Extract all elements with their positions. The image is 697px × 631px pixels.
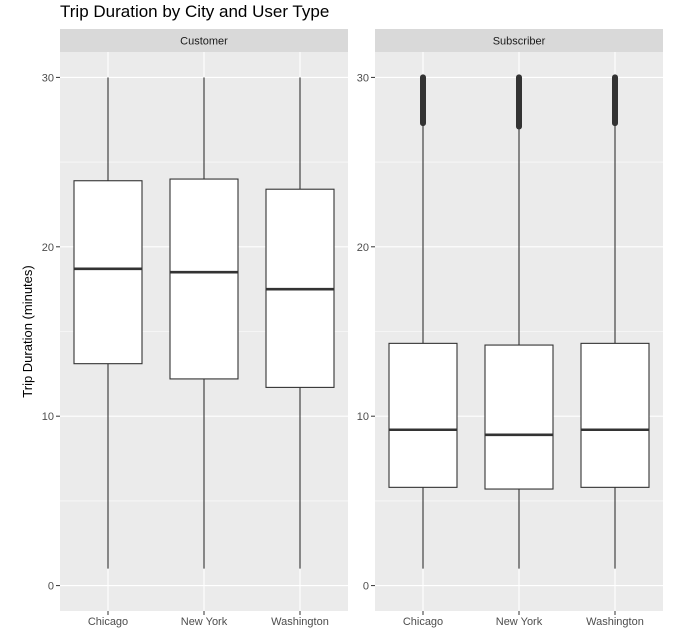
box-washington (580, 74, 650, 569)
y-tick-label: 10 (357, 411, 369, 423)
chart-title: Trip Duration by City and User Type (60, 2, 330, 21)
y-tick-label: 0 (48, 581, 54, 593)
y-tick-label: 10 (42, 411, 54, 423)
box-chicago (73, 77, 143, 569)
x-tick-label: Chicago (88, 616, 128, 628)
box-iqr (484, 344, 554, 490)
x-tick-label: Washington (586, 616, 644, 628)
box-new-york (169, 77, 239, 569)
box-washington (265, 77, 335, 569)
y-axis-title: Trip Duration (minutes) (20, 265, 35, 397)
x-tick-label: New York (181, 616, 228, 628)
facet-strip (60, 29, 348, 52)
box-iqr (73, 180, 143, 365)
box-iqr (388, 342, 458, 488)
box-new-york (484, 74, 554, 569)
box-chicago (388, 74, 458, 569)
y-tick-label: 0 (363, 581, 369, 593)
box-iqr (580, 342, 650, 488)
facet-panel-customer: Customer 0 10 20 30 Chicago New York Washington (42, 29, 348, 628)
x-tick-label: New York (496, 616, 543, 628)
x-tick-label: Chicago (403, 616, 443, 628)
facet-strip (375, 29, 663, 52)
y-tick-label: 30 (357, 72, 369, 84)
facet-strip-label: Subscriber (493, 36, 546, 48)
y-tick-label: 30 (42, 72, 54, 84)
box-iqr (169, 178, 239, 380)
facet-strip-label: Customer (180, 36, 228, 48)
facet-panel-subscriber: Subscriber 0 10 20 30 Chicago New York Washingt… (357, 29, 663, 628)
y-tick-label: 20 (42, 242, 54, 254)
x-tick-label: Washington (271, 616, 329, 628)
y-tick-label: 20 (357, 242, 369, 254)
